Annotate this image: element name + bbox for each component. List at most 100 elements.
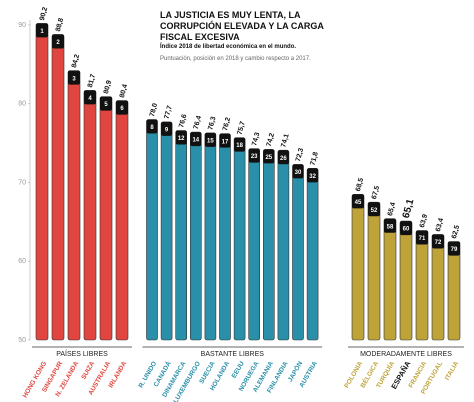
bar-cap — [416, 230, 428, 245]
bar-cap — [248, 148, 260, 163]
rank-label: 71 — [419, 236, 426, 242]
y-tick-label: 80 — [18, 101, 26, 108]
value-label: 90,2 — [39, 6, 49, 21]
value-label: 68,5 — [355, 177, 365, 192]
header: LA JUSTICIA ES MUY LENTA, LA CORRUPCIÓN … — [160, 10, 330, 62]
rank-label: 6 — [120, 106, 124, 112]
bar-cap — [292, 164, 304, 179]
value-label: 76,2 — [222, 117, 232, 132]
rank-label: 52 — [371, 208, 378, 214]
value-label: 84,2 — [71, 54, 81, 69]
bar — [99, 96, 113, 341]
value-label: 65,4 — [387, 202, 397, 217]
bar — [383, 218, 397, 341]
value-label: 62,5 — [451, 224, 461, 239]
y-tick-label: 50 — [18, 337, 26, 344]
rank-label: 58 — [387, 224, 394, 230]
rank-label: 26 — [280, 156, 287, 162]
value-label: 65,1 — [401, 197, 417, 219]
value-label: 88,8 — [55, 17, 65, 32]
value-label: 80,4 — [119, 84, 129, 99]
rank-label: 15 — [207, 138, 214, 144]
bar-cap — [175, 130, 187, 145]
x-tick-label: HONG KONG — [22, 360, 48, 399]
bar-cap — [219, 133, 231, 148]
bar — [447, 241, 461, 341]
rank-label: 5 — [104, 102, 108, 108]
bar — [175, 130, 187, 341]
rank-label: 32 — [309, 174, 316, 180]
bar — [160, 121, 173, 341]
bar — [415, 230, 429, 341]
bar-cap — [352, 194, 364, 209]
bar-cap — [448, 241, 460, 256]
group-label: MODERADAMENTE LIBRES — [360, 351, 452, 358]
rank-label: 1 — [40, 29, 44, 35]
bar-cap — [146, 119, 158, 134]
rank-label: 72 — [435, 240, 442, 246]
value-label: 78,0 — [149, 102, 159, 117]
x-tick-label: EEUU — [231, 360, 246, 379]
rank-label: 14 — [192, 138, 199, 144]
bar-cap — [432, 234, 444, 249]
value-label: 76,3 — [207, 116, 217, 131]
value-label: 74,3 — [251, 132, 261, 147]
rank-label: 9 — [165, 127, 169, 133]
value-label: 63,9 — [419, 213, 429, 228]
bar-cap — [204, 132, 216, 147]
bar-cap — [190, 132, 202, 147]
rank-label: 12 — [178, 136, 185, 142]
rank-label: 18 — [236, 143, 243, 149]
rank-label: 17 — [222, 139, 229, 145]
bar-cap — [384, 218, 396, 233]
value-label: 75,7 — [237, 121, 247, 136]
bar-cap — [368, 202, 380, 217]
bar — [351, 194, 365, 341]
bar-cap — [84, 90, 96, 105]
bar — [262, 149, 275, 341]
bar-cap — [116, 100, 128, 115]
bar — [367, 201, 381, 341]
rank-label: 30 — [295, 170, 302, 176]
bar-cap — [161, 121, 173, 136]
bar — [115, 100, 129, 341]
group-label: PAÍSES LIBRES — [56, 349, 108, 358]
rank-label: 45 — [355, 200, 362, 206]
value-label: 81,7 — [87, 73, 97, 88]
rank-label: 3 — [72, 76, 76, 82]
bar-cap — [400, 221, 412, 236]
bar-cap — [100, 96, 112, 111]
value-label: 74,2 — [266, 132, 276, 147]
x-tick-label: ITALIA — [444, 360, 460, 381]
rank-label: 79 — [451, 247, 458, 253]
chart-subtitle: Índice 2018 de libertad económica en el … — [160, 44, 297, 50]
y-tick-label: 60 — [18, 258, 26, 265]
bar — [204, 132, 217, 341]
bar — [219, 133, 231, 341]
value-label: 77,7 — [164, 105, 174, 120]
value-label: 80,9 — [103, 80, 113, 95]
chart-note: Puntuación, posición en 2018 y cambio re… — [160, 56, 311, 62]
rank-label: 60 — [403, 227, 410, 233]
bar — [399, 220, 413, 341]
bar — [67, 70, 81, 341]
rank-label: 23 — [251, 154, 258, 160]
bar — [35, 23, 49, 341]
bar-cap — [263, 149, 275, 164]
value-label: 67,5 — [371, 185, 381, 200]
value-label: 63,4 — [435, 217, 445, 232]
value-label: 72,3 — [295, 147, 305, 162]
value-label: 71,8 — [310, 151, 320, 166]
bar — [146, 119, 158, 341]
bar-cap — [277, 150, 289, 165]
rank-label: 25 — [265, 155, 272, 161]
rank-label: 4 — [88, 96, 92, 102]
bar — [431, 234, 445, 341]
bar-cap — [52, 34, 64, 49]
bar — [233, 137, 246, 341]
bar — [190, 131, 202, 341]
y-tick-label: 70 — [18, 179, 26, 186]
value-label: 74,1 — [280, 133, 290, 148]
